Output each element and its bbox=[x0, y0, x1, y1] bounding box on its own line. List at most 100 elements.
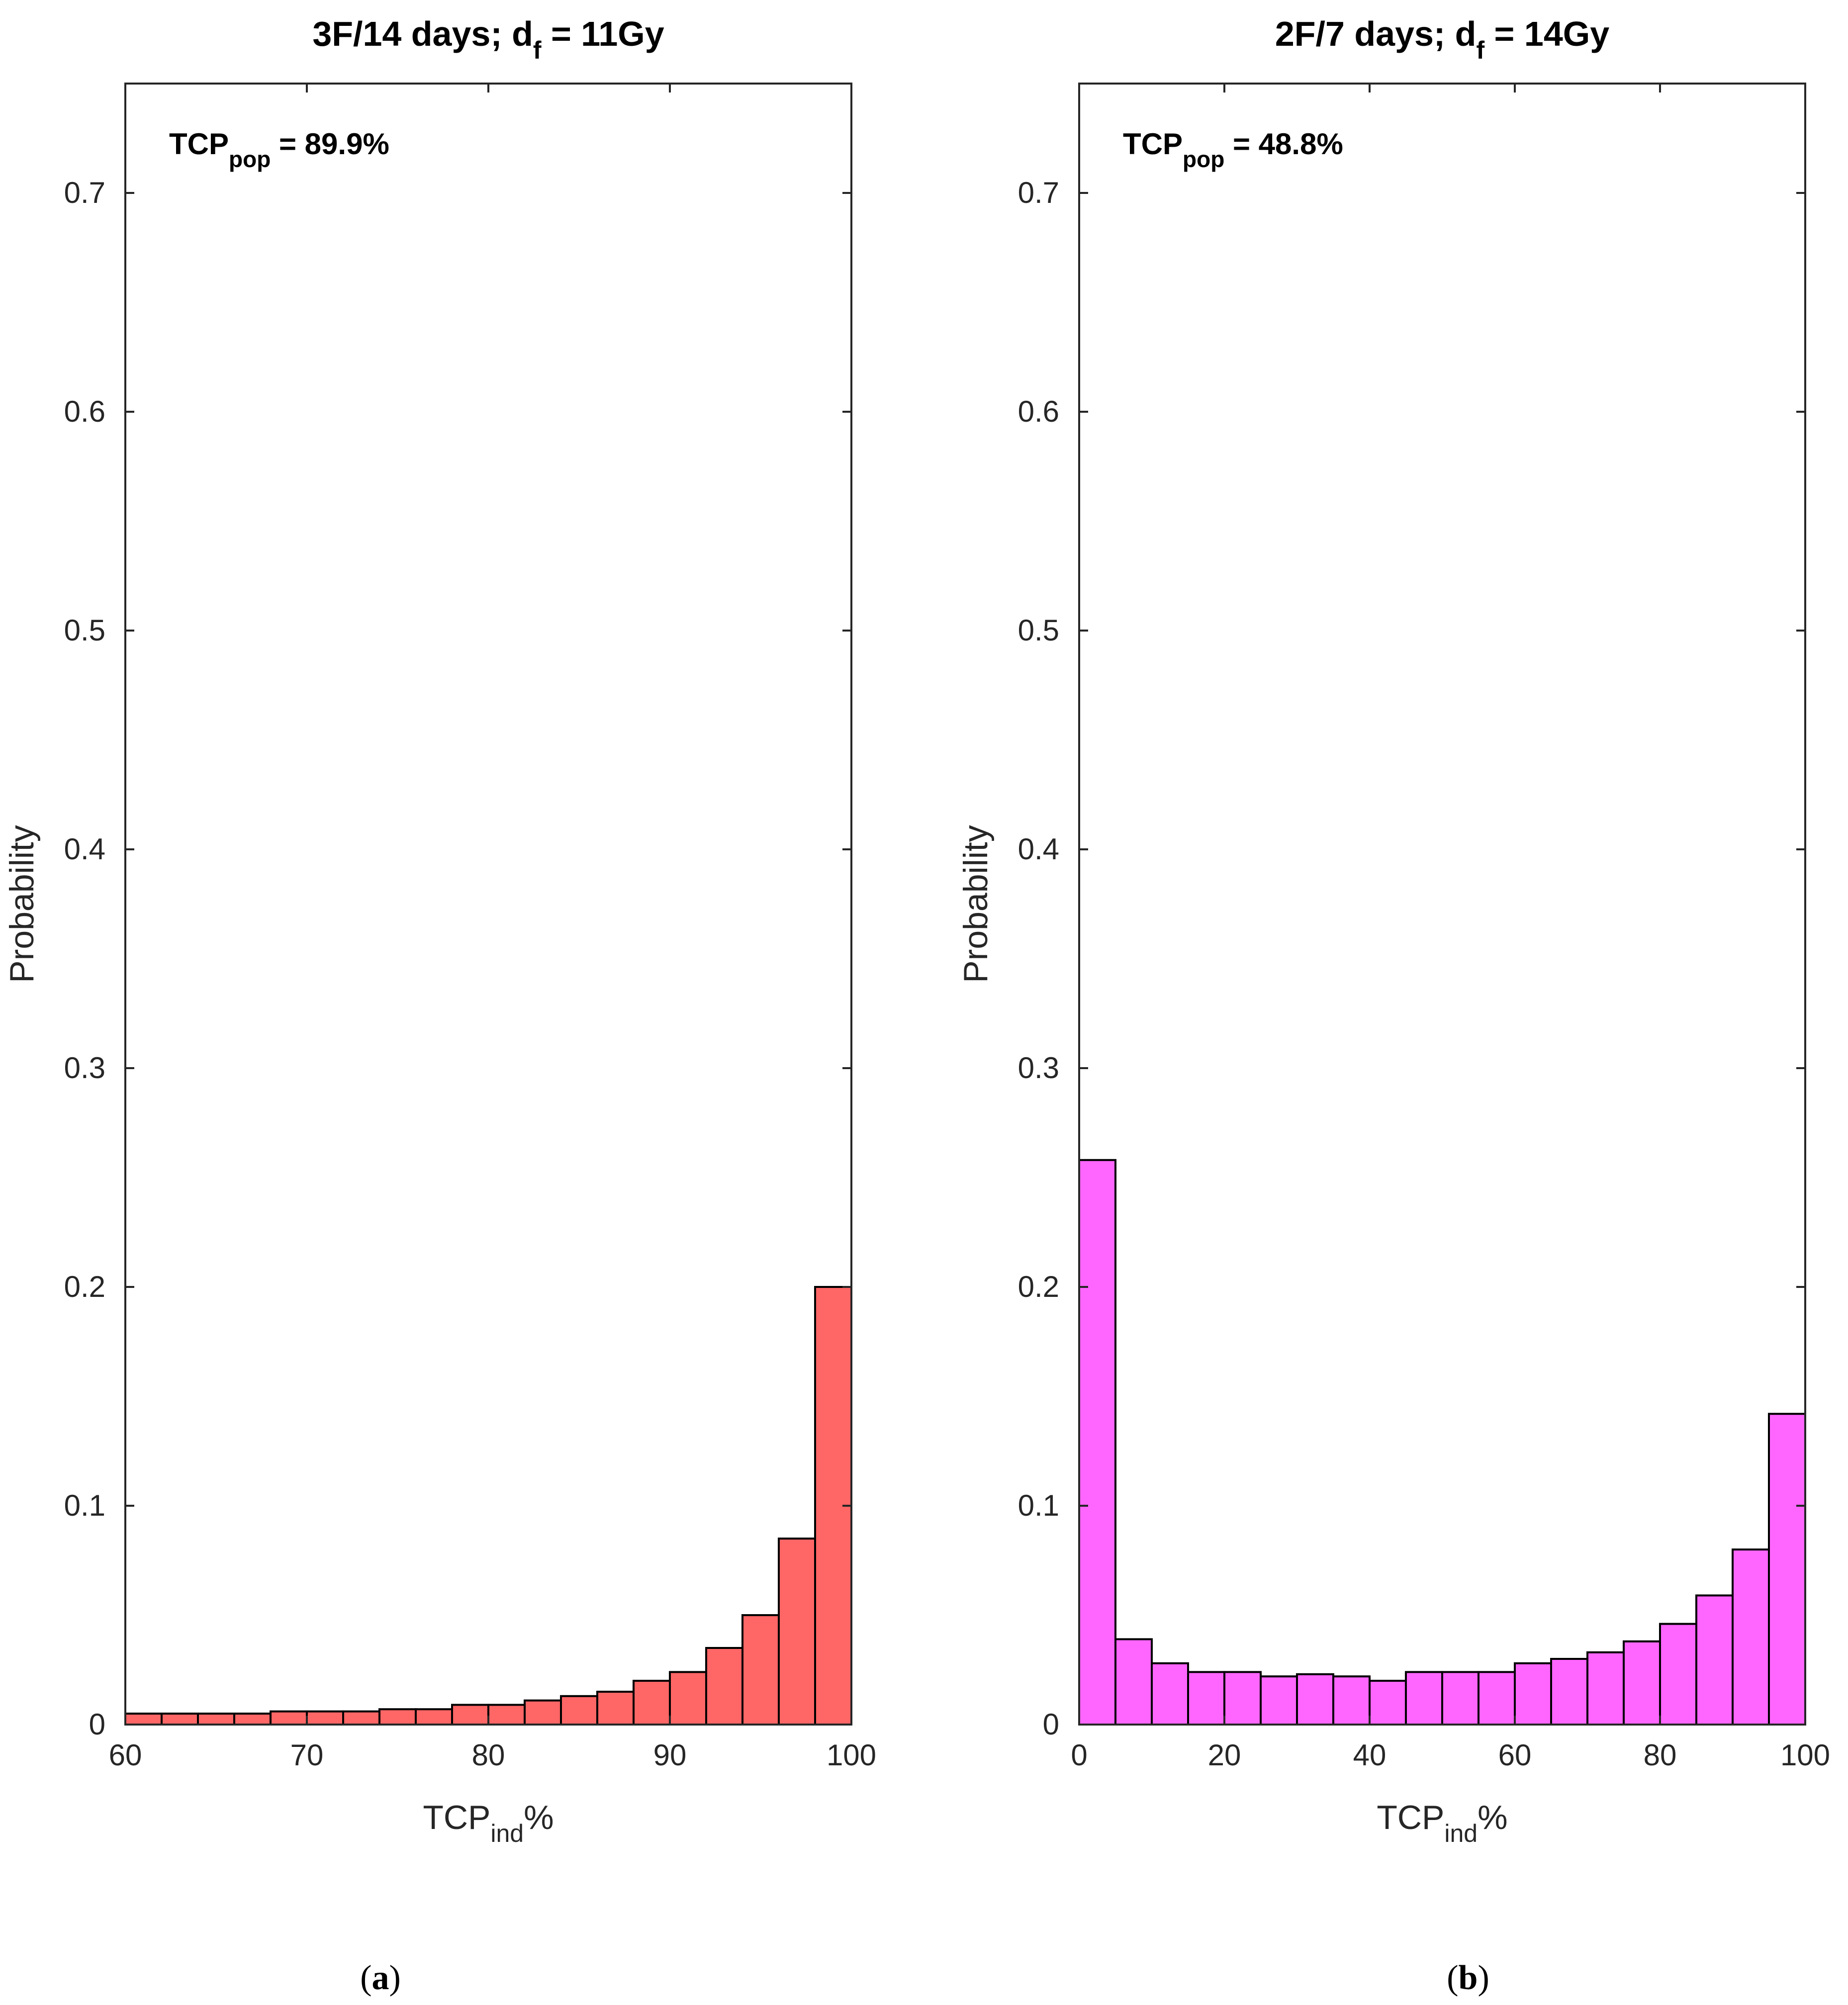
chart-title: 2F/7 days; df = 14Gy bbox=[1275, 14, 1609, 64]
x-tick-label: 20 bbox=[1208, 1738, 1241, 1772]
histogram-bar bbox=[161, 1713, 199, 1726]
histogram-bar bbox=[1151, 1662, 1189, 1726]
x-axis-label: TCPind% bbox=[1377, 1799, 1507, 1847]
chart-title-main: 2F/7 days; d bbox=[1275, 14, 1477, 53]
histogram-bar bbox=[1114, 1638, 1153, 1726]
y-tick-label: 0.1 bbox=[64, 1489, 105, 1522]
x-axis-label-rest: % bbox=[1478, 1799, 1507, 1836]
chart-panel-a: 0 0.1 0.2 0.3 0.4 0.5 0.6 0.7 60 70 80 90 100 3F/14 d… bbox=[3, 14, 876, 1997]
histogram-bar bbox=[233, 1713, 272, 1726]
x-axis-label-rest: % bbox=[524, 1799, 554, 1836]
chart-title-subscript: f bbox=[1476, 36, 1484, 64]
tcp-pop-annotation: TCPpop = 89.9% bbox=[169, 127, 389, 172]
y-tick-label: 0 bbox=[89, 1708, 105, 1741]
tcp-pop-annotation-main: TCP bbox=[1123, 127, 1183, 161]
histogram-bar bbox=[270, 1710, 308, 1726]
tcp-pop-annotation-subscript: pop bbox=[229, 146, 271, 172]
y-tick-label: 0.6 bbox=[1018, 395, 1059, 428]
histogram-bar bbox=[124, 1713, 163, 1726]
caption-letter: a bbox=[372, 1959, 389, 1997]
histogram-bar bbox=[487, 1704, 526, 1726]
x-tick-label: 60 bbox=[1498, 1738, 1532, 1772]
tcp-pop-annotation-rest: = 48.8% bbox=[1224, 127, 1343, 161]
histogram-bar bbox=[1332, 1675, 1371, 1726]
x-axis-label-subscript: ind bbox=[490, 1820, 524, 1847]
x-tick-label: 90 bbox=[653, 1738, 687, 1772]
y-tick-label: 0.5 bbox=[64, 614, 105, 647]
caption-letter: b bbox=[1459, 1959, 1478, 1997]
y-tick-label: 0.1 bbox=[1018, 1489, 1059, 1522]
tcp-pop-annotation-main: TCP bbox=[169, 127, 229, 161]
y-axis-label: Probability bbox=[3, 825, 41, 983]
axes-box bbox=[1078, 83, 1806, 1726]
panel-caption: (b) bbox=[1447, 1959, 1489, 1997]
histogram-bar bbox=[1260, 1675, 1298, 1726]
histogram-bar bbox=[1514, 1662, 1552, 1726]
x-tick-label: 100 bbox=[1780, 1738, 1830, 1772]
x-tick-label: 0 bbox=[1071, 1738, 1087, 1772]
y-axis-label: Probability bbox=[957, 825, 995, 983]
histogram-bar bbox=[1405, 1671, 1443, 1726]
histogram-bars bbox=[1078, 1159, 1806, 1726]
histogram-bar bbox=[669, 1671, 707, 1726]
y-tick-label: 0.4 bbox=[64, 832, 105, 866]
panel-caption: (a) bbox=[360, 1959, 401, 1997]
histogram-bar bbox=[741, 1614, 780, 1726]
histogram-bar bbox=[633, 1680, 671, 1726]
x-axis-label-main: TCP bbox=[423, 1799, 490, 1836]
histogram-bar bbox=[415, 1708, 453, 1726]
x-axis-label: TCPind% bbox=[423, 1799, 554, 1847]
histogram-bar bbox=[705, 1647, 743, 1726]
y-tick-label: 0 bbox=[1043, 1708, 1059, 1741]
y-tick-label: 0.3 bbox=[64, 1051, 105, 1085]
histogram-bar bbox=[778, 1538, 816, 1726]
histogram-bar bbox=[1078, 1159, 1116, 1726]
x-tick-label: 80 bbox=[1644, 1738, 1677, 1772]
caption-close-paren: ) bbox=[1478, 1959, 1489, 1997]
histogram-bar bbox=[524, 1699, 562, 1726]
histogram-bar bbox=[342, 1710, 380, 1726]
y-tick-label: 0.7 bbox=[1018, 176, 1059, 209]
y-tick-label: 0.5 bbox=[1018, 614, 1059, 647]
caption-open-paren: ( bbox=[1447, 1959, 1458, 1997]
histogram-bar bbox=[560, 1695, 598, 1726]
histogram-bar bbox=[1659, 1623, 1697, 1726]
y-tick-label: 0.7 bbox=[64, 176, 105, 209]
histogram-bar bbox=[1369, 1680, 1407, 1726]
x-tick-label: 80 bbox=[472, 1738, 505, 1772]
y-tick-label: 0.4 bbox=[1018, 832, 1059, 866]
histogram-bar bbox=[1478, 1671, 1516, 1726]
x-axis-label-main: TCP bbox=[1377, 1799, 1444, 1836]
histogram-bars bbox=[124, 1286, 852, 1726]
histogram-bar bbox=[1623, 1640, 1661, 1726]
histogram-bar bbox=[1768, 1413, 1806, 1726]
tcp-pop-annotation-rest: = 89.9% bbox=[271, 127, 389, 161]
x-tick-label: 60 bbox=[109, 1738, 142, 1772]
histogram-bar bbox=[1586, 1651, 1625, 1726]
x-axis-label-subscript: ind bbox=[1444, 1820, 1478, 1847]
histogram-bar bbox=[451, 1704, 489, 1726]
histogram-bar bbox=[378, 1708, 417, 1726]
axes-box bbox=[124, 83, 852, 1726]
chart-title-subscript: f bbox=[533, 36, 542, 64]
y-tick-label: 0.2 bbox=[1018, 1270, 1059, 1303]
histogram-bar bbox=[1441, 1671, 1479, 1726]
histogram-bar bbox=[306, 1710, 344, 1726]
chart-title-rest: = 14Gy bbox=[1484, 14, 1609, 53]
histogram-bar bbox=[596, 1691, 635, 1726]
chart-panel-b: 0 0.1 0.2 0.3 0.4 0.5 0.6 0.7 0 20 40 60 80 100 2F/7 d… bbox=[957, 14, 1830, 1997]
y-tick-label: 0.3 bbox=[1018, 1051, 1059, 1085]
caption-open-paren: ( bbox=[360, 1959, 371, 1997]
y-tick-label: 0.6 bbox=[64, 395, 105, 428]
histogram-bar bbox=[1223, 1671, 1262, 1726]
x-tick-label: 100 bbox=[827, 1738, 876, 1772]
caption-close-paren: ) bbox=[389, 1959, 401, 1997]
y-tick-label: 0.2 bbox=[64, 1270, 105, 1303]
histogram-bar bbox=[1550, 1658, 1588, 1726]
chart-title: 3F/14 days; df = 11Gy bbox=[312, 14, 664, 64]
histogram-bar bbox=[1296, 1673, 1334, 1726]
tcp-pop-annotation-subscript: pop bbox=[1183, 146, 1224, 172]
histogram-bar bbox=[1695, 1594, 1734, 1726]
histogram-bar bbox=[1732, 1549, 1770, 1726]
x-tick-label: 70 bbox=[290, 1738, 324, 1772]
